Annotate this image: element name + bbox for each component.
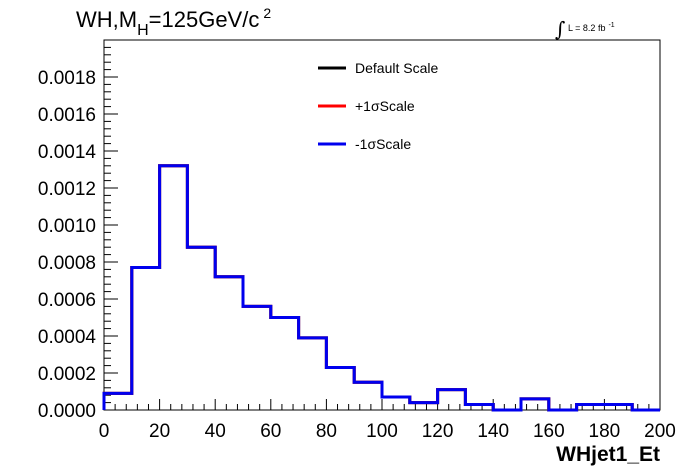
y-tick-label: 0.0018 — [38, 68, 96, 89]
x-tick-label: 200 — [644, 421, 676, 442]
x-tick-label: 0 — [99, 421, 110, 442]
y-tick-label: 0.0014 — [38, 142, 97, 163]
x-tick-label: 100 — [366, 421, 398, 442]
chart-title: WH,MH=125GeV/c 2 — [76, 5, 271, 39]
y-tick-label: 0.0000 — [38, 401, 96, 422]
title-main: WH,M — [76, 7, 137, 32]
y-tick-label: 0.0008 — [38, 253, 96, 274]
lumi-label: L = 8.2 fb -1 — [568, 22, 615, 33]
y-tick-label: 0.0002 — [38, 364, 96, 385]
x-tick-label: 40 — [205, 421, 226, 442]
y-axis: 0.0000 0.0002 0.0004 0.0006 0.0008 0.0010 0.00… — [38, 39, 118, 422]
y-tick-label: 0.0004 — [38, 327, 97, 348]
x-tick-label: 140 — [477, 421, 509, 442]
title-rest: =125GeV/c — [149, 7, 260, 32]
legend-label-1: +1σScale — [355, 98, 415, 114]
title-subscript: H — [137, 22, 149, 39]
legend: Default Scale +1σScale -1σScale — [318, 60, 438, 152]
x-tick-label: 180 — [589, 421, 621, 442]
legend-label-2: -1σScale — [355, 136, 411, 152]
title-superscript: 2 — [263, 5, 271, 21]
x-tick-label: 160 — [533, 421, 565, 442]
lumi-integral: ∫ — [555, 17, 565, 41]
y-tick-label: 0.0012 — [38, 179, 96, 200]
x-tick-label: 120 — [422, 421, 454, 442]
y-tick-label: 0.0016 — [38, 105, 96, 126]
y-tick-label: 0.0006 — [38, 290, 96, 311]
x-tick-label: 60 — [260, 421, 281, 442]
series-line-2 — [102, 164, 660, 412]
x-axis-label: WHjet1_Et — [556, 443, 660, 466]
x-axis: 0 20 40 60 80 100 120 140 160 180 200 — [99, 399, 676, 442]
series-group — [102, 164, 660, 412]
x-tick-label: 80 — [316, 421, 337, 442]
y-tick-label: 0.0010 — [38, 216, 96, 237]
legend-label-0: Default Scale — [355, 60, 438, 76]
x-tick-label: 20 — [149, 421, 170, 442]
lumi-superscript: -1 — [608, 22, 614, 29]
